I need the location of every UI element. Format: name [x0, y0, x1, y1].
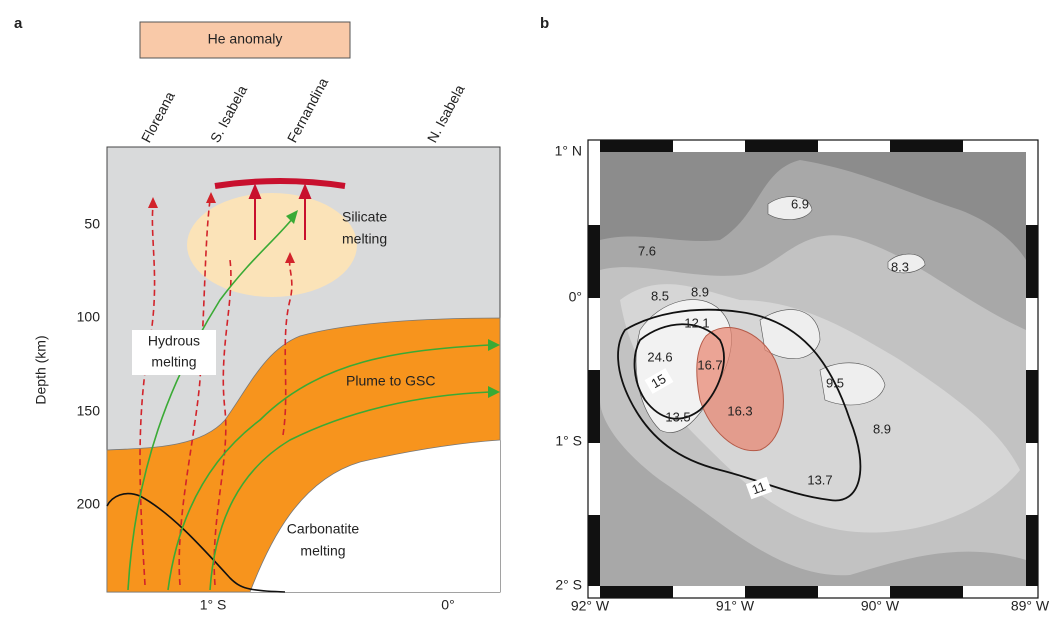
lat-label: 0°: [569, 289, 582, 305]
volcano-labels: Floreana S. Isabela Fernandina N. Isabel…: [138, 75, 468, 145]
contour-value: 24.6: [647, 349, 672, 364]
silicate-zone: [187, 193, 357, 297]
region-label: melting: [300, 543, 345, 559]
region-label: Plume to GSC: [346, 373, 435, 389]
lat-label: 1° S: [555, 433, 582, 449]
contour-value: 9.5: [826, 375, 844, 390]
y-tick-label: 100: [77, 309, 101, 325]
y-tick-label: 150: [77, 403, 101, 419]
lon-label: 90° W: [861, 598, 900, 614]
region-label: Carbonatite: [287, 521, 360, 537]
x-tick-label: 1° S: [200, 597, 227, 613]
x-tick-label: 0°: [441, 597, 454, 613]
contour-value: 12.1: [684, 315, 709, 330]
contour-value: 8.9: [691, 284, 709, 299]
contour-value: 16.3: [727, 403, 752, 418]
volcano-label: N. Isabela: [424, 82, 468, 145]
lat-label: 2° S: [555, 577, 582, 593]
contour-value: 8.9: [873, 421, 891, 436]
contour-value: 8.5: [651, 288, 669, 303]
contour-value: 8.3: [891, 259, 909, 274]
lon-label: 91° W: [716, 598, 755, 614]
volcano-label: S. Isabela: [207, 82, 250, 145]
contour-value: 16.7: [697, 357, 722, 372]
contour-value: 6.9: [791, 196, 809, 211]
volcano-label: Floreana: [138, 89, 178, 145]
lon-label: 92° W: [571, 598, 610, 614]
contour-value: 7.6: [638, 243, 656, 258]
anomaly-label: He anomaly: [208, 31, 283, 47]
contour-value: 13.7: [807, 472, 832, 487]
y-tick-label: 50: [84, 216, 100, 232]
lon-label: 89° W: [1011, 598, 1050, 614]
volcano-label: Fernandina: [284, 75, 331, 145]
figure: a He anomaly Floreana S. Isabela Fernand…: [0, 0, 1059, 616]
region-label: Silicate: [342, 209, 387, 225]
panel-label: a: [14, 15, 23, 32]
contour-value: 13.5: [665, 409, 690, 424]
y-tick-label: 200: [77, 496, 101, 512]
lat-label: 1° N: [555, 143, 582, 159]
panel-label: b: [540, 15, 549, 32]
y-axis-title: Depth (km): [33, 335, 49, 404]
region-label: melting: [342, 231, 387, 247]
region-label: melting: [151, 354, 196, 370]
region-label: Hydrous: [148, 333, 200, 349]
